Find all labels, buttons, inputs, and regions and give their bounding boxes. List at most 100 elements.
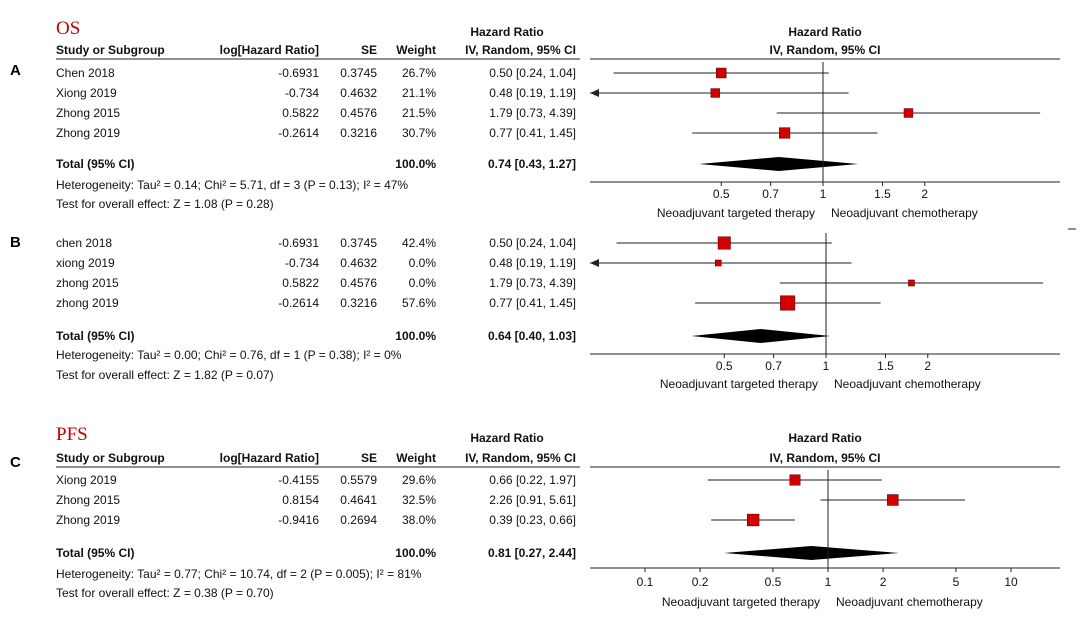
x-tick-label: 1.5 [877, 359, 894, 373]
x-tick-label: 2 [880, 575, 887, 589]
study-point-box [908, 279, 915, 287]
favours-left-label: Neoadjuvant targeted therapy [660, 377, 818, 391]
total-ci: 0.64 [0.40, 1.03] [488, 329, 576, 343]
study-weight: 57.6% [402, 296, 436, 310]
study-point-box [780, 295, 796, 311]
x-tick-label: 5 [953, 575, 960, 589]
study-point-box [717, 236, 731, 250]
x-tick-label: 0.1 [637, 575, 654, 589]
study-ci: 0.50 [0.24, 1.04] [489, 66, 576, 80]
x-tick-label: 0.7 [765, 359, 782, 373]
study-weight: 26.7% [402, 66, 436, 80]
plot-header-ci: IV, Random, 95% CI [770, 451, 881, 465]
panel-title: OS [56, 18, 80, 39]
study-ci: 0.39 [0.23, 0.66] [489, 513, 576, 527]
plot-header-hazard-ratio: Hazard Ratio [788, 431, 861, 445]
total-label: Total (95% CI) [56, 329, 134, 343]
study-weight: 21.5% [402, 106, 436, 120]
heterogeneity-text: Heterogeneity: Tau² = 0.00; Chi² = 0.76,… [56, 348, 402, 362]
study-ci: 0.48 [0.19, 1.19] [489, 86, 576, 100]
header-hazard-ratio: Hazard Ratio [470, 431, 543, 445]
x-tick-label: 0.5 [765, 575, 782, 589]
header-ci: IV, Random, 95% CI [465, 43, 576, 57]
study-name: Zhong 2019 [56, 513, 120, 527]
study-name: chen 2018 [56, 236, 112, 250]
ci-truncation-arrow [590, 89, 599, 97]
plot-header-hazard-ratio: Hazard Ratio [788, 25, 861, 39]
pooled-diamond [699, 157, 859, 171]
x-tick-label: 1 [825, 575, 832, 589]
study-se: 0.4576 [340, 106, 377, 120]
pooled-diamond [723, 546, 899, 560]
study-name: Xiong 2019 [56, 473, 117, 487]
header-study: Study or Subgroup [56, 451, 165, 465]
study-se: 0.3216 [340, 126, 377, 140]
overall-effect-text: Test for overall effect: Z = 1.82 (P = 0… [56, 368, 274, 382]
study-point-box [716, 67, 727, 79]
study-se: 0.5579 [340, 473, 377, 487]
study-log-hr: -0.734 [285, 256, 319, 270]
ci-truncation-arrow [590, 259, 599, 267]
study-name: Zhong 2015 [56, 106, 120, 120]
study-log-hr: -0.2614 [278, 126, 319, 140]
study-log-hr: 0.8154 [282, 493, 319, 507]
header-log-hr: log[Hazard Ratio] [220, 43, 319, 57]
study-weight: 0.0% [409, 256, 437, 270]
total-label: Total (95% CI) [56, 546, 134, 560]
study-name: Zhong 2019 [56, 126, 120, 140]
study-se: 0.4632 [340, 256, 377, 270]
study-point-box [779, 127, 791, 139]
x-tick-label: 2 [924, 359, 931, 373]
study-se: 0.3216 [340, 296, 377, 310]
x-tick-label: 0.5 [716, 359, 733, 373]
study-point-box [789, 474, 801, 486]
study-point-box [714, 259, 722, 267]
x-tick-label: 1 [820, 187, 827, 201]
study-ci: 0.77 [0.41, 1.45] [489, 126, 576, 140]
header-weight: Weight [396, 43, 436, 57]
study-se: 0.2694 [340, 513, 377, 527]
x-tick-label: 1.5 [874, 187, 891, 201]
panel-letter: B [10, 234, 21, 251]
study-log-hr: -0.2614 [278, 296, 319, 310]
panel-letter: A [10, 62, 21, 79]
study-weight: 29.6% [402, 473, 436, 487]
study-name: Zhong 2015 [56, 493, 120, 507]
total-ci: 0.74 [0.43, 1.27] [488, 157, 576, 171]
header-se: SE [361, 451, 377, 465]
study-name: Xiong 2019 [56, 86, 117, 100]
panel-letter: C [10, 454, 21, 471]
study-weight: 42.4% [402, 236, 436, 250]
study-name: Chen 2018 [56, 66, 115, 80]
heterogeneity-text: Heterogeneity: Tau² = 0.14; Chi² = 5.71,… [56, 178, 408, 192]
overall-effect-text: Test for overall effect: Z = 1.08 (P = 0… [56, 197, 274, 211]
study-weight: 32.5% [402, 493, 436, 507]
study-log-hr: -0.9416 [278, 513, 319, 527]
study-se: 0.4576 [340, 276, 377, 290]
favours-left-label: Neoadjuvant targeted therapy [657, 206, 815, 220]
study-log-hr: 0.5822 [282, 106, 319, 120]
study-point-box [710, 88, 720, 98]
favours-left-label: Neoadjuvant targeted therapy [662, 595, 820, 609]
x-tick-label: 0.5 [713, 187, 730, 201]
study-point-box [747, 513, 760, 527]
total-ci: 0.81 [0.27, 2.44] [488, 546, 576, 560]
study-ci: 2.26 [0.91, 5.61] [489, 493, 576, 507]
study-weight: 0.0% [409, 276, 437, 290]
total-weight: 100.0% [395, 546, 436, 560]
study-ci: 1.79 [0.73, 4.39] [489, 276, 576, 290]
study-name: zhong 2015 [56, 276, 119, 290]
study-se: 0.4632 [340, 86, 377, 100]
header-se: SE [361, 43, 377, 57]
x-tick-label: 0.2 [692, 575, 709, 589]
study-log-hr: -0.734 [285, 86, 319, 100]
study-log-hr: 0.5822 [282, 276, 319, 290]
x-tick-label: 2 [921, 187, 928, 201]
header-hazard-ratio: Hazard Ratio [470, 25, 543, 39]
overall-effect-text: Test for overall effect: Z = 0.38 (P = 0… [56, 586, 274, 600]
heterogeneity-text: Heterogeneity: Tau² = 0.77; Chi² = 10.74… [56, 567, 422, 581]
study-name: xiong 2019 [56, 256, 115, 270]
study-ci: 0.66 [0.22, 1.97] [489, 473, 576, 487]
x-tick-label: 10 [1004, 575, 1018, 589]
total-label: Total (95% CI) [56, 157, 134, 171]
